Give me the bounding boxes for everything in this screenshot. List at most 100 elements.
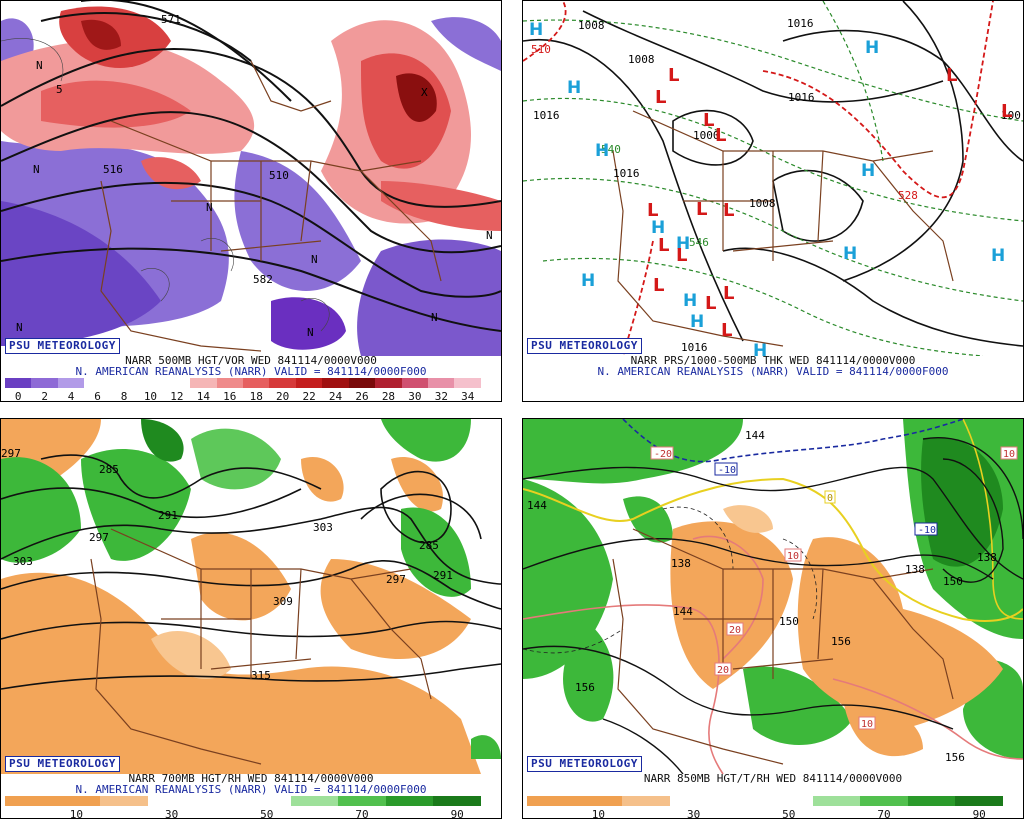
colorbar-tick: 70: [355, 808, 369, 819]
colorbar-tick: 70: [877, 808, 891, 819]
isobar-label: 1016: [787, 17, 814, 30]
colorbar-ticks: 10 30 50 70 90: [527, 808, 1003, 819]
colorbar-segment: [764, 796, 813, 806]
low-pressure-symbol: L: [1001, 101, 1012, 122]
colorbar-segment: [242, 796, 291, 806]
colorbar-tick: 32: [434, 390, 448, 402]
contour-label: 303: [13, 555, 33, 568]
colorbar-segment: [190, 378, 217, 388]
low-pressure-symbol: L: [653, 275, 664, 296]
colorbar-segment: [907, 796, 956, 806]
contour-label: 138: [671, 557, 691, 570]
contour-label: 516: [103, 163, 123, 176]
low-pressure-symbol: L: [946, 65, 957, 86]
temperature-label: 20: [729, 625, 741, 636]
colorbar-ticks: 0 2 4 6 8 10 12 14 16 18 20 22 24 26 28 30 32 34: [5, 390, 481, 402]
colorbar-ticks: 10 30 50 70 90: [5, 808, 481, 819]
colorbar-segment: [860, 796, 908, 806]
colorbar-segment: [385, 796, 434, 806]
colorbar-segment: [242, 378, 270, 388]
colorbar-segment: [216, 378, 243, 388]
colorbar-segment: [955, 796, 1003, 806]
colorbar-tick: 4: [67, 390, 75, 402]
colorbar-tick: 26: [355, 390, 369, 402]
colorbar-segment: [574, 796, 623, 806]
colorbar-segment: [322, 378, 349, 388]
thickness-label: 528: [898, 189, 918, 202]
colorbar-tick: 22: [302, 390, 316, 402]
temperature-label: 0: [827, 493, 833, 504]
vort-symbol: N: [486, 229, 493, 242]
colorbar-segment: [195, 796, 243, 806]
panel-500mb-vorticity: 571 510 582 516 5 N N N N N N N N X PSU …: [0, 0, 502, 402]
colorbar-tick: 30: [164, 808, 179, 819]
vort-symbol: N: [431, 311, 438, 324]
low-pressure-symbol: L: [696, 199, 707, 220]
colorbar-segment: [100, 796, 148, 806]
isobar-label: 1008: [578, 19, 605, 32]
panel-caption: NARR 500MB HGT/VOR WED 841114/0000V000: [125, 354, 377, 367]
panel-850mb-temp-rh: 144 144 138 138 144 150 156 156 138 150 …: [522, 418, 1024, 819]
isobar-label: 1016: [533, 109, 560, 122]
contour-label: 297: [89, 531, 109, 544]
high-pressure-symbol: H: [690, 312, 704, 332]
branding-badge: PSU METEOROLOGY: [5, 338, 120, 354]
contour-label: 510: [269, 169, 289, 182]
colorbar-segment: [147, 796, 196, 806]
colorbar-tick: 10: [591, 808, 606, 819]
contour-label: 156: [945, 751, 965, 764]
contour-label: 309: [273, 595, 293, 608]
colorbar-tick: 20: [276, 390, 290, 402]
isobar-label: 1000: [693, 129, 720, 142]
colorbar-tick: 12: [170, 390, 184, 402]
colorbar-tick: 10: [69, 808, 84, 819]
low-pressure-symbol: L: [723, 283, 734, 304]
colorbar-segment: [110, 378, 138, 388]
low-pressure-symbol: L: [705, 293, 716, 314]
temperature-label: 10: [861, 719, 873, 730]
contour-label: 150: [779, 615, 799, 628]
colorbar-segment: [348, 378, 376, 388]
colorbar-segment: [375, 378, 402, 388]
colorbar-segment: [454, 378, 481, 388]
low-pressure-symbol: L: [668, 65, 679, 86]
colorbar-tick: 18: [249, 390, 263, 402]
colorbar-tick: 90: [450, 808, 464, 819]
temperature-label: 20: [717, 665, 729, 676]
colorbar-tick: 14: [196, 390, 210, 402]
colorbar-segment: [527, 796, 575, 806]
low-pressure-symbol: L: [715, 125, 726, 146]
high-pressure-symbol: H: [683, 291, 697, 311]
low-pressure-symbol: L: [703, 110, 714, 131]
map-500mb: 571 510 582 516 5 N N N N N N N N X: [1, 1, 501, 356]
colorbar: [5, 796, 481, 806]
thickness-label: 510: [531, 43, 551, 56]
map-pressure: 1016 1008 1016 1008 1000 1016 1008 1016 …: [523, 1, 1023, 356]
contour-label: 5: [56, 83, 63, 96]
high-pressure-symbol: H: [529, 20, 543, 40]
contour-label: 144: [527, 499, 547, 512]
colorbar-segment: [401, 378, 428, 388]
colorbar-tick: 50: [782, 808, 796, 819]
temperature-label: 10: [1003, 449, 1015, 460]
high-pressure-symbol: H: [753, 341, 767, 356]
panel-caption-valid: N. AMERICAN REANALYSIS (NARR) VALID = 84…: [75, 783, 427, 796]
map-850mb: 144 144 138 138 144 150 156 156 138 150 …: [523, 419, 1023, 774]
vort-symbol: N: [33, 163, 40, 176]
colorbar-segment: [31, 378, 58, 388]
high-pressure-symbol: H: [567, 78, 581, 98]
colorbar-segment: [669, 796, 718, 806]
high-pressure-symbol: H: [651, 218, 665, 238]
contour-label: 150: [943, 575, 963, 588]
temperature-label: -10: [718, 465, 736, 476]
colorbar-tick: 30: [408, 390, 422, 402]
contour-label: 571: [161, 13, 181, 26]
temperature-label: -10: [918, 525, 936, 536]
colorbar-segment: [269, 378, 296, 388]
colorbar-tick: 6: [94, 390, 101, 402]
branding-badge: PSU METEOROLOGY: [527, 338, 642, 354]
colorbar-segment: [57, 378, 85, 388]
panel-caption: NARR 850MB HGT/T/RH WED 841114/0000V000: [643, 772, 903, 785]
colorbar-segment: [338, 796, 386, 806]
colorbar-tick: 8: [120, 390, 128, 402]
